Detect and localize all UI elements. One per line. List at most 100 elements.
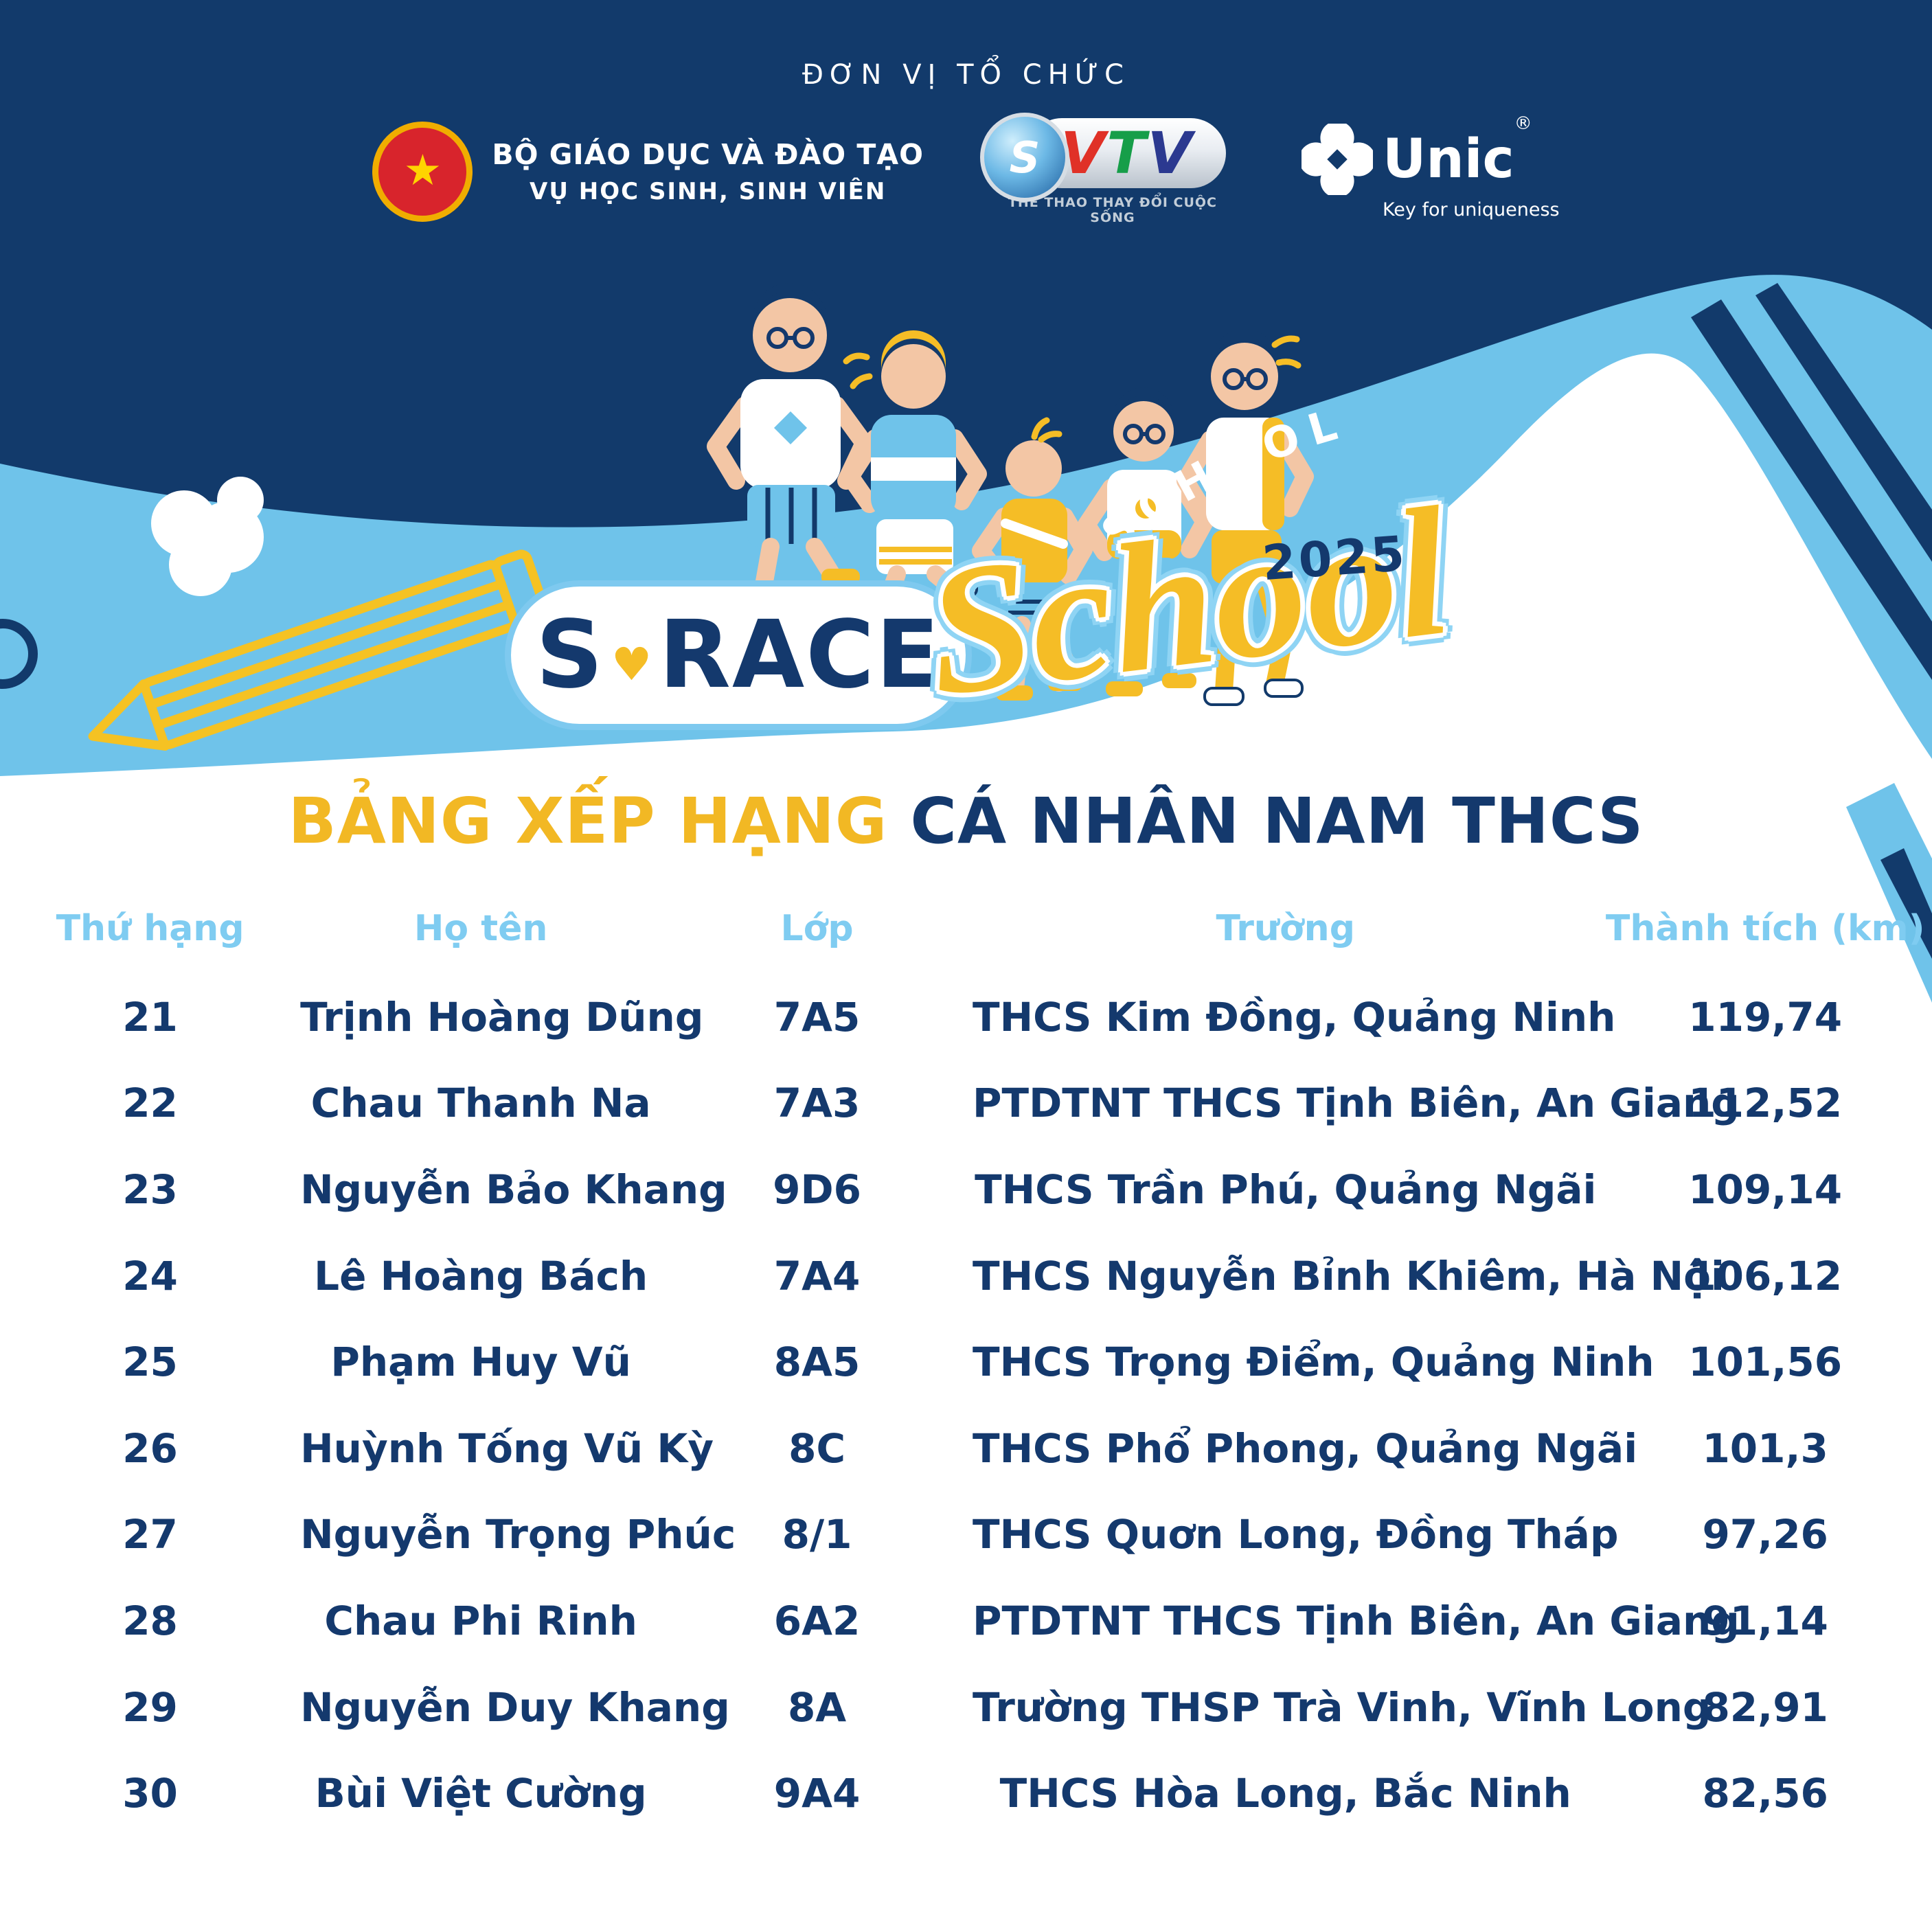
- book-edge-lower-stripe: [1880, 848, 1932, 959]
- moet-line1: BỘ GIÁO DỤC VÀ ĐÀO TẠO: [492, 138, 924, 171]
- table-row: 24 Lê Hoàng Bách 7A4 THCS Nguyễn Bỉnh Khiêm…: [0, 1233, 1932, 1319]
- school-cell: PTDTNT THCS Tịnh Biên, An Giang: [973, 1597, 1740, 1644]
- table-row: 23 Nguyễn Bảo Khang 9D6 THCS Trần Phú, Quản…: [0, 1146, 1932, 1233]
- name-cell: Nguyễn Bảo Khang: [300, 1166, 727, 1213]
- class-cell: 8A: [787, 1683, 847, 1731]
- table-row: 30 Bùi Việt Cường 9A4 THCS Hòa Long, Bắc Ni…: [0, 1750, 1932, 1837]
- school-cell: PTDTNT THCS Tịnh Biên, An Giang: [973, 1080, 1740, 1127]
- rank-cell: 29: [122, 1683, 178, 1731]
- name-cell: Phạm Huy Vũ: [330, 1339, 631, 1386]
- moet-logo: ★ BỘ GIÁO DỤC VÀ ĐÀO TẠO VỤ HỌC SINH, SI…: [372, 122, 924, 222]
- vtv-letter-v2: V: [1147, 120, 1192, 187]
- vtv-sports-sphere-icon: S: [979, 113, 1069, 202]
- name-cell: Huỳnh Tống Vũ Kỳ: [300, 1424, 714, 1472]
- result-cell: 82,56: [1702, 1770, 1828, 1817]
- school-cell: THCS Quơn Long, Đồng Tháp: [973, 1511, 1619, 1558]
- runner-man: [707, 283, 873, 598]
- rank-cell: 24: [122, 1252, 178, 1299]
- result-cell: 91,14: [1702, 1597, 1828, 1644]
- school-cell: THCS Phổ Phong, Quảng Ngãi: [973, 1424, 1638, 1472]
- runner-teen: [1177, 329, 1314, 706]
- school-cell: THCS Hòa Long, Bắc Ninh: [999, 1770, 1571, 1817]
- name-cell: Nguyễn Trọng Phúc: [300, 1511, 736, 1558]
- name-cell: Bùi Việt Cường: [315, 1770, 647, 1817]
- table-row: 26 Huỳnh Tống Vũ Kỳ 8C THCS Phổ Phong, Quản…: [0, 1405, 1932, 1492]
- class-cell: 8C: [788, 1424, 846, 1472]
- school-cell: THCS Trọng Điểm, Quảng Ninh: [973, 1339, 1655, 1386]
- year-2025: 2025: [1260, 525, 1409, 592]
- rank-cell: 23: [122, 1166, 178, 1213]
- table-row: 22 Chau Thanh Na 7A3 PTDTNT THCS Tịnh Biên,…: [0, 1060, 1932, 1147]
- class-cell: 7A4: [773, 1252, 861, 1299]
- header-class: Lớp: [780, 908, 854, 949]
- table-row: 21 Trịnh Hoàng Dũng 7A5 THCS Kim Đồng, Quản…: [0, 974, 1932, 1060]
- unic-clover-icon: [1301, 123, 1373, 195]
- unic-wordmark: Unic: [1382, 128, 1514, 190]
- moet-text: BỘ GIÁO DỤC VÀ ĐÀO TẠO VỤ HỌC SINH, SINH…: [492, 138, 924, 205]
- cloud-blob: [151, 477, 264, 596]
- organizer-logos: ★ BỘ GIÁO DỤC VÀ ĐÀO TẠO VỤ HỌC SINH, SI…: [0, 113, 1932, 225]
- result-cell: 106,12: [1688, 1252, 1843, 1299]
- decorative-ring: [0, 619, 38, 689]
- moet-line2: VỤ HỌC SINH, SINH VIÊN: [530, 178, 887, 205]
- book-corner-stripe-2: [1755, 283, 1932, 562]
- rank-cell: 26: [122, 1424, 178, 1472]
- vtv-logo: V T V S THỂ THAO THAY ĐỔI CUỘC SỐNG: [979, 113, 1226, 225]
- rank-cell: 30: [122, 1770, 178, 1817]
- header-name: Họ tên: [413, 908, 548, 949]
- header-result: Thành tích (km): [1605, 908, 1925, 949]
- class-cell: 9D6: [773, 1166, 862, 1213]
- result-cell: 97,26: [1702, 1511, 1828, 1558]
- rank-cell: 22: [122, 1080, 178, 1127]
- class-cell: 9A4: [773, 1770, 861, 1817]
- registered-mark: ®: [1514, 113, 1532, 134]
- unic-tagline: Key for uniqueness: [1382, 198, 1560, 220]
- class-cell: 7A3: [773, 1080, 861, 1127]
- name-cell: Trịnh Hoàng Dũng: [300, 993, 704, 1041]
- school-cell: THCS Nguyễn Bỉnh Khiêm, Hà Nội: [973, 1252, 1725, 1299]
- table-row: 27 Nguyễn Trọng Phúc 8/1 THCS Quơn Long, Đồ…: [0, 1492, 1932, 1578]
- result-cell: 101,3: [1702, 1424, 1828, 1472]
- organizer-heading: ĐƠN VỊ TỔ CHỨC: [802, 59, 1130, 91]
- result-cell: 109,14: [1688, 1166, 1843, 1213]
- title-ranking: BẢNG XẾP HẠNG: [288, 784, 911, 858]
- name-cell: Chau Phi Rinh: [324, 1597, 637, 1644]
- result-cell: 112,52: [1688, 1080, 1843, 1127]
- table-row: 25 Phạm Huy Vũ 8A5 THCS Trọng Điểm, Quảng N…: [0, 1319, 1932, 1405]
- table-rows: 21 Trịnh Hoàng Dũng 7A5 THCS Kim Đồng, Quản…: [0, 974, 1932, 1837]
- rank-cell: 28: [122, 1597, 178, 1644]
- vtv-sphere-letter: S: [1009, 132, 1041, 183]
- class-cell: 8/1: [782, 1511, 852, 1558]
- white-page: [0, 353, 1932, 1932]
- star-icon: ★: [403, 145, 442, 195]
- srace-word-race: RACE: [659, 601, 941, 709]
- class-cell: 6A2: [773, 1597, 861, 1644]
- rank-cell: 25: [122, 1339, 178, 1386]
- result-cell: 119,74: [1688, 993, 1843, 1041]
- rank-cell: 27: [122, 1511, 178, 1558]
- runner-kid: [972, 417, 1093, 701]
- vietnam-emblem-icon: ★: [372, 122, 473, 222]
- page-title: BẢNG XẾP HẠNG CÁ NHÂN NAM THCS: [0, 784, 1932, 858]
- class-cell: 7A5: [773, 993, 861, 1041]
- srace-logo: S ♥ RACE: [505, 580, 972, 730]
- school-cell: THCS Kim Đồng, Quảng Ninh: [973, 993, 1616, 1041]
- book-corner-stripe-1: [1691, 299, 1932, 680]
- name-cell: Chau Thanh Na: [310, 1080, 651, 1127]
- rank-cell: 21: [122, 993, 178, 1041]
- srace-letter-s: S: [536, 601, 605, 709]
- table-row: 28 Chau Phi Rinh 6A2 PTDTNT THCS Tịnh Biên,…: [0, 1578, 1932, 1664]
- vtv-tagline: THỂ THAO THAY ĐỔI CUỘC SỐNG: [1008, 195, 1217, 225]
- table-row: 29 Nguyễn Duy Khang 8A Trường THSP Trà Vinh…: [0, 1664, 1932, 1751]
- result-cell: 101,56: [1688, 1339, 1843, 1386]
- title-category: CÁ NHÂN NAM THCS: [910, 784, 1644, 858]
- class-cell: 8A5: [773, 1339, 861, 1386]
- runner-boy: [1078, 387, 1214, 696]
- school-cell: THCS Trần Phú, Quảng Ngãi: [975, 1166, 1597, 1213]
- school-cell: Trường THSP Trà Vinh, Vĩnh Long: [973, 1683, 1712, 1731]
- name-cell: Lê Hoàng Bách: [314, 1252, 648, 1299]
- vtv-letter-t: T: [1106, 120, 1146, 187]
- name-cell: Nguyễn Duy Khang: [300, 1683, 730, 1731]
- book-edge-lower: [1846, 783, 1932, 1003]
